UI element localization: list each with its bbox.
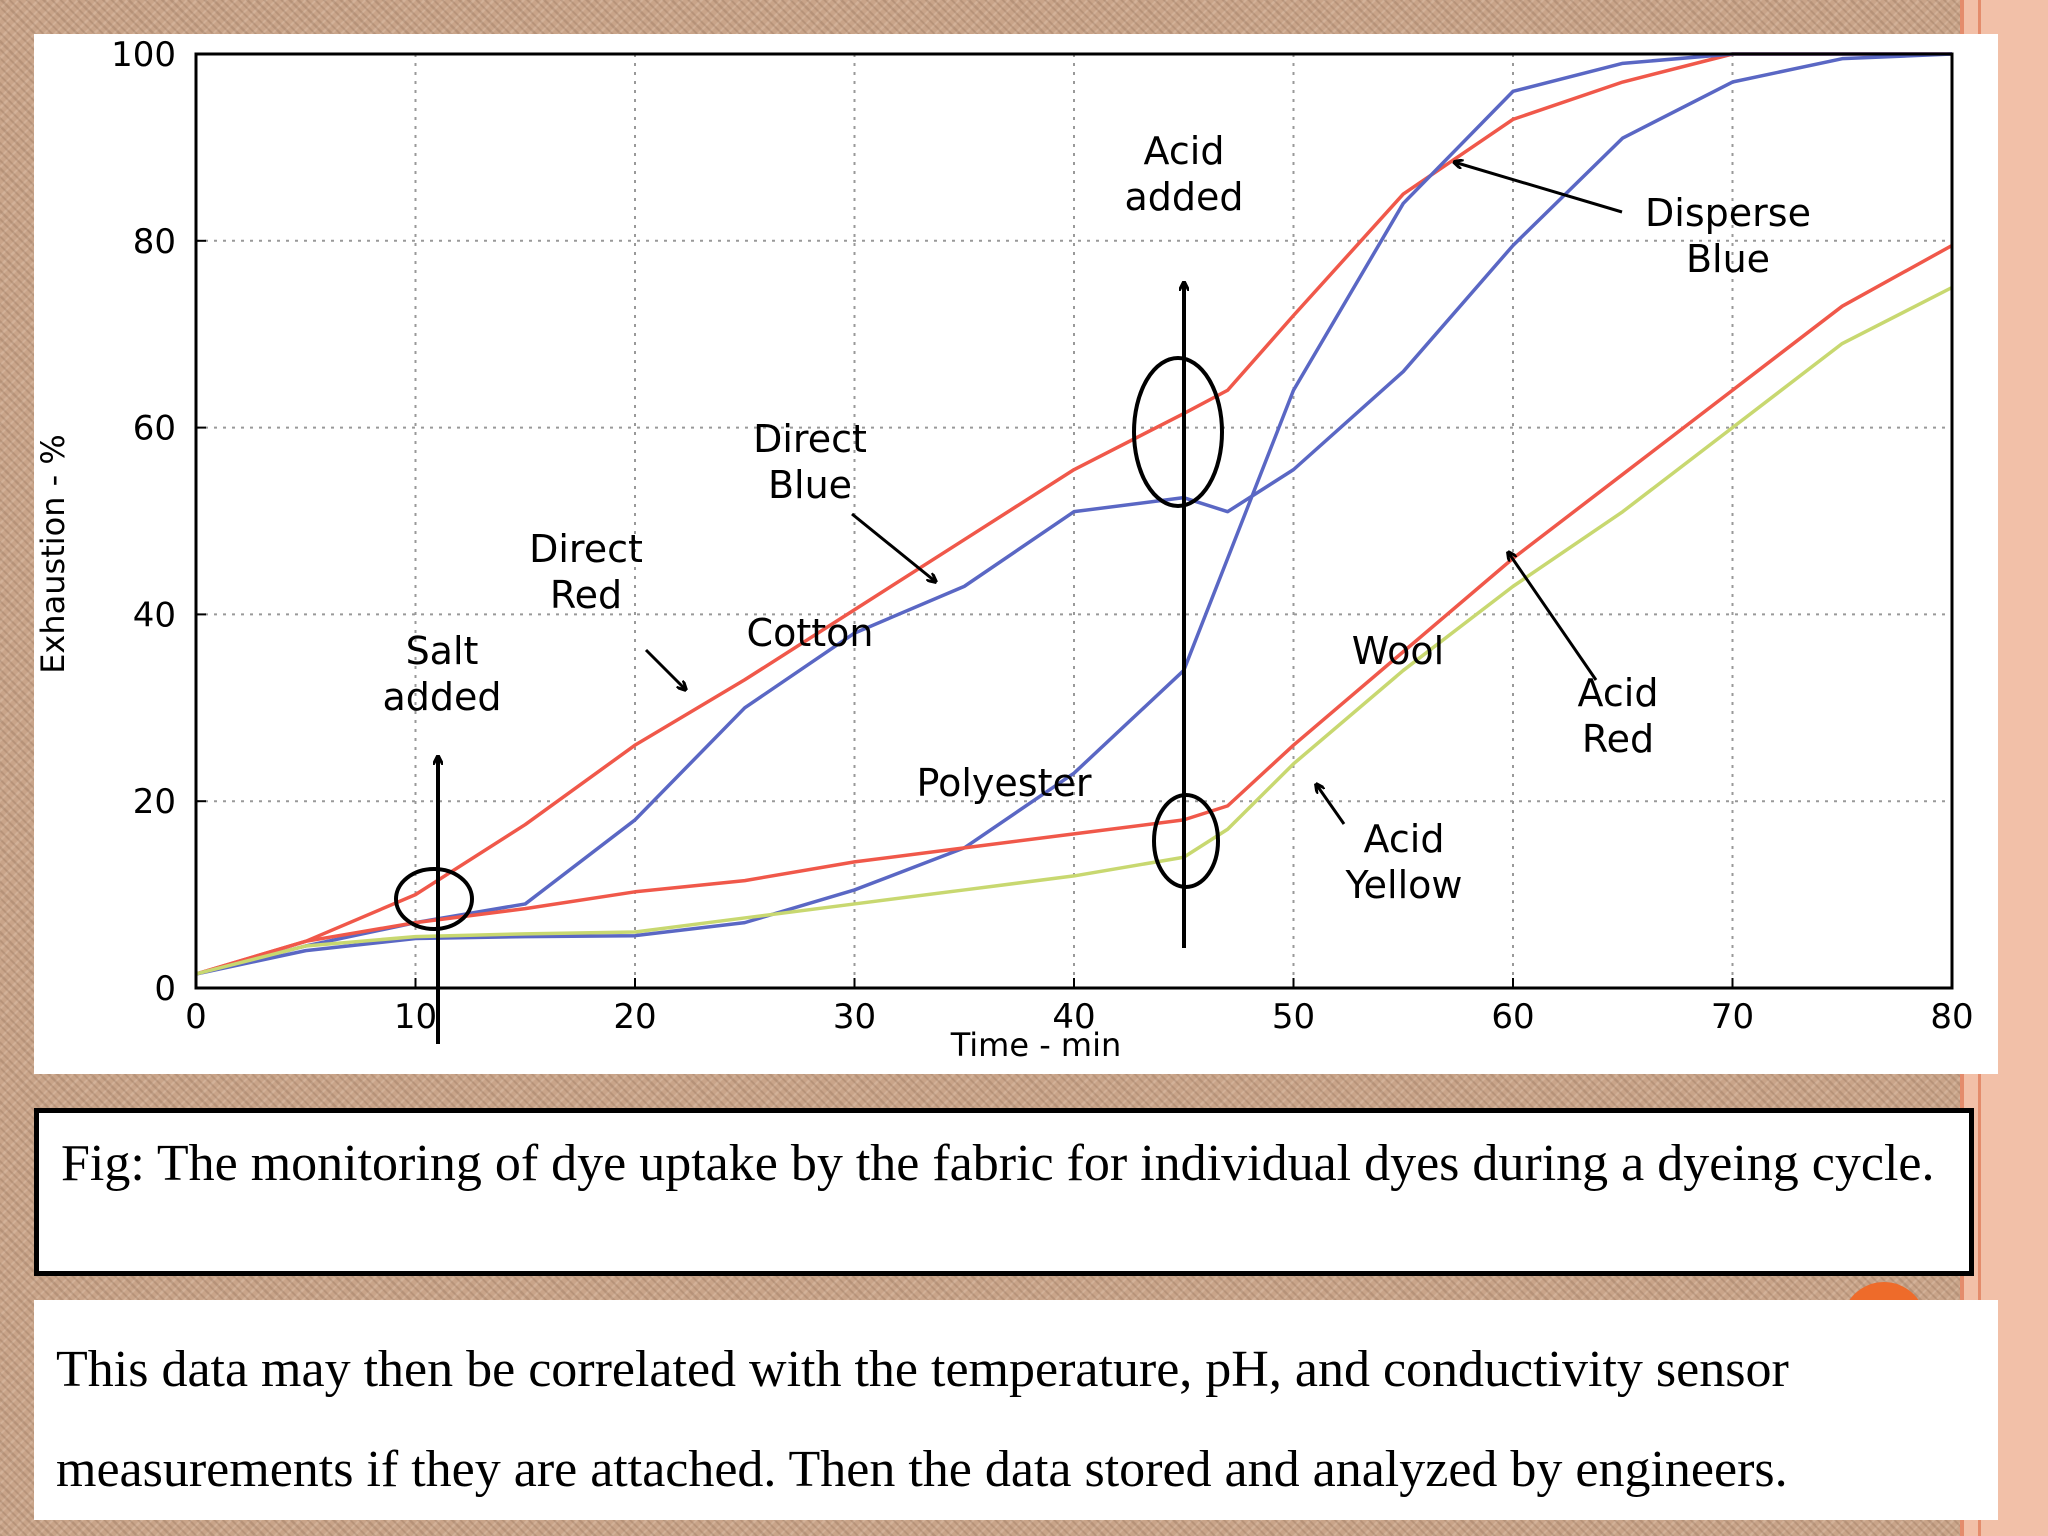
- body-text-line-2: measurements if they are attached. Then …: [56, 1441, 1788, 1498]
- direct-red-label: Direct Red: [529, 527, 643, 617]
- x-tick-label: 80: [1930, 997, 1973, 1037]
- polyester-label: Polyester: [917, 761, 1092, 805]
- x-tick-label: 50: [1272, 997, 1315, 1037]
- salt-added-ellipse: [394, 867, 474, 931]
- acid-added-label: Acid added: [1124, 129, 1243, 219]
- dye-exhaustion-chart: 0 10 20 30 40 50 60 70 80 0 20 40 60 80 100 Salt added …: [34, 35, 1974, 1064]
- annotation-labels: Salt added Acid added Direct Red Direct Blue…: [382, 129, 1810, 907]
- x-axis-label: Time - min: [950, 1026, 1122, 1064]
- x-tick-label: 20: [613, 997, 656, 1037]
- acid-yellow-label: Acid Yellow: [1345, 817, 1463, 907]
- acid-added-ellipse-bottom: [1152, 793, 1220, 889]
- acid-added-ellipse-top: [1132, 356, 1224, 508]
- x-tick-label: 60: [1491, 997, 1534, 1037]
- figure-caption-box: Fig: The monitoring of dye uptake by the…: [34, 1108, 1974, 1276]
- cotton-label: Cotton: [747, 611, 874, 655]
- y-axis-label: Exhaustion - %: [34, 434, 72, 674]
- series-lines: [195, 52, 1953, 976]
- direct-blue-arrow: [851, 512, 936, 582]
- disperse-blue-label: Disperse Blue: [1645, 191, 1811, 281]
- series-line-direct-blue: [195, 52, 1953, 976]
- series-line-disperse-blue: [195, 52, 1952, 976]
- figure-caption: Fig: The monitoring of dye uptake by the…: [61, 1135, 1935, 1192]
- acid-yellow-arrow: [1316, 784, 1346, 825]
- y-tick-label: 0: [154, 969, 176, 1009]
- y-tick-label: 80: [133, 222, 176, 262]
- direct-red-arrow: [644, 648, 686, 690]
- annotations: [394, 162, 1623, 1044]
- x-tick-label: 30: [833, 997, 876, 1037]
- x-tick-label: 10: [394, 997, 437, 1037]
- axes: 0 10 20 30 40 50 60 70 80 0 20 40 60 80 100: [111, 35, 1974, 1037]
- x-tick-label: 70: [1711, 997, 1754, 1037]
- chart-panel: 0 10 20 30 40 50 60 70 80 0 20 40 60 80 100 Salt added …: [34, 34, 1998, 1074]
- series-line-direct-red: [195, 52, 1952, 976]
- x-tick-label: 0: [185, 997, 207, 1037]
- disperse-blue-arrow: [1454, 162, 1623, 214]
- series-line-acid-yellow: [195, 285, 1953, 976]
- y-tick-label: 100: [111, 35, 176, 75]
- y-tick-label: 40: [133, 595, 176, 635]
- plot-frame: [194, 52, 1954, 990]
- direct-blue-label: Direct Blue: [753, 417, 867, 507]
- y-tick-label: 60: [133, 409, 176, 449]
- body-text-line-1: This data may then be correlated with th…: [56, 1341, 1789, 1398]
- y-tick-label: 20: [133, 782, 176, 822]
- x-tick-label: 40: [1052, 997, 1095, 1037]
- grid-lines: [196, 54, 1952, 988]
- acid-red-arrow: [1508, 552, 1598, 681]
- acid-red-label: Acid Red: [1578, 671, 1659, 761]
- wool-label: Wool: [1352, 629, 1444, 673]
- body-text-box: This data may then be correlated with th…: [34, 1300, 1998, 1520]
- salt-added-label: Salt added: [382, 629, 501, 719]
- series-line-acid-red: [195, 243, 1953, 976]
